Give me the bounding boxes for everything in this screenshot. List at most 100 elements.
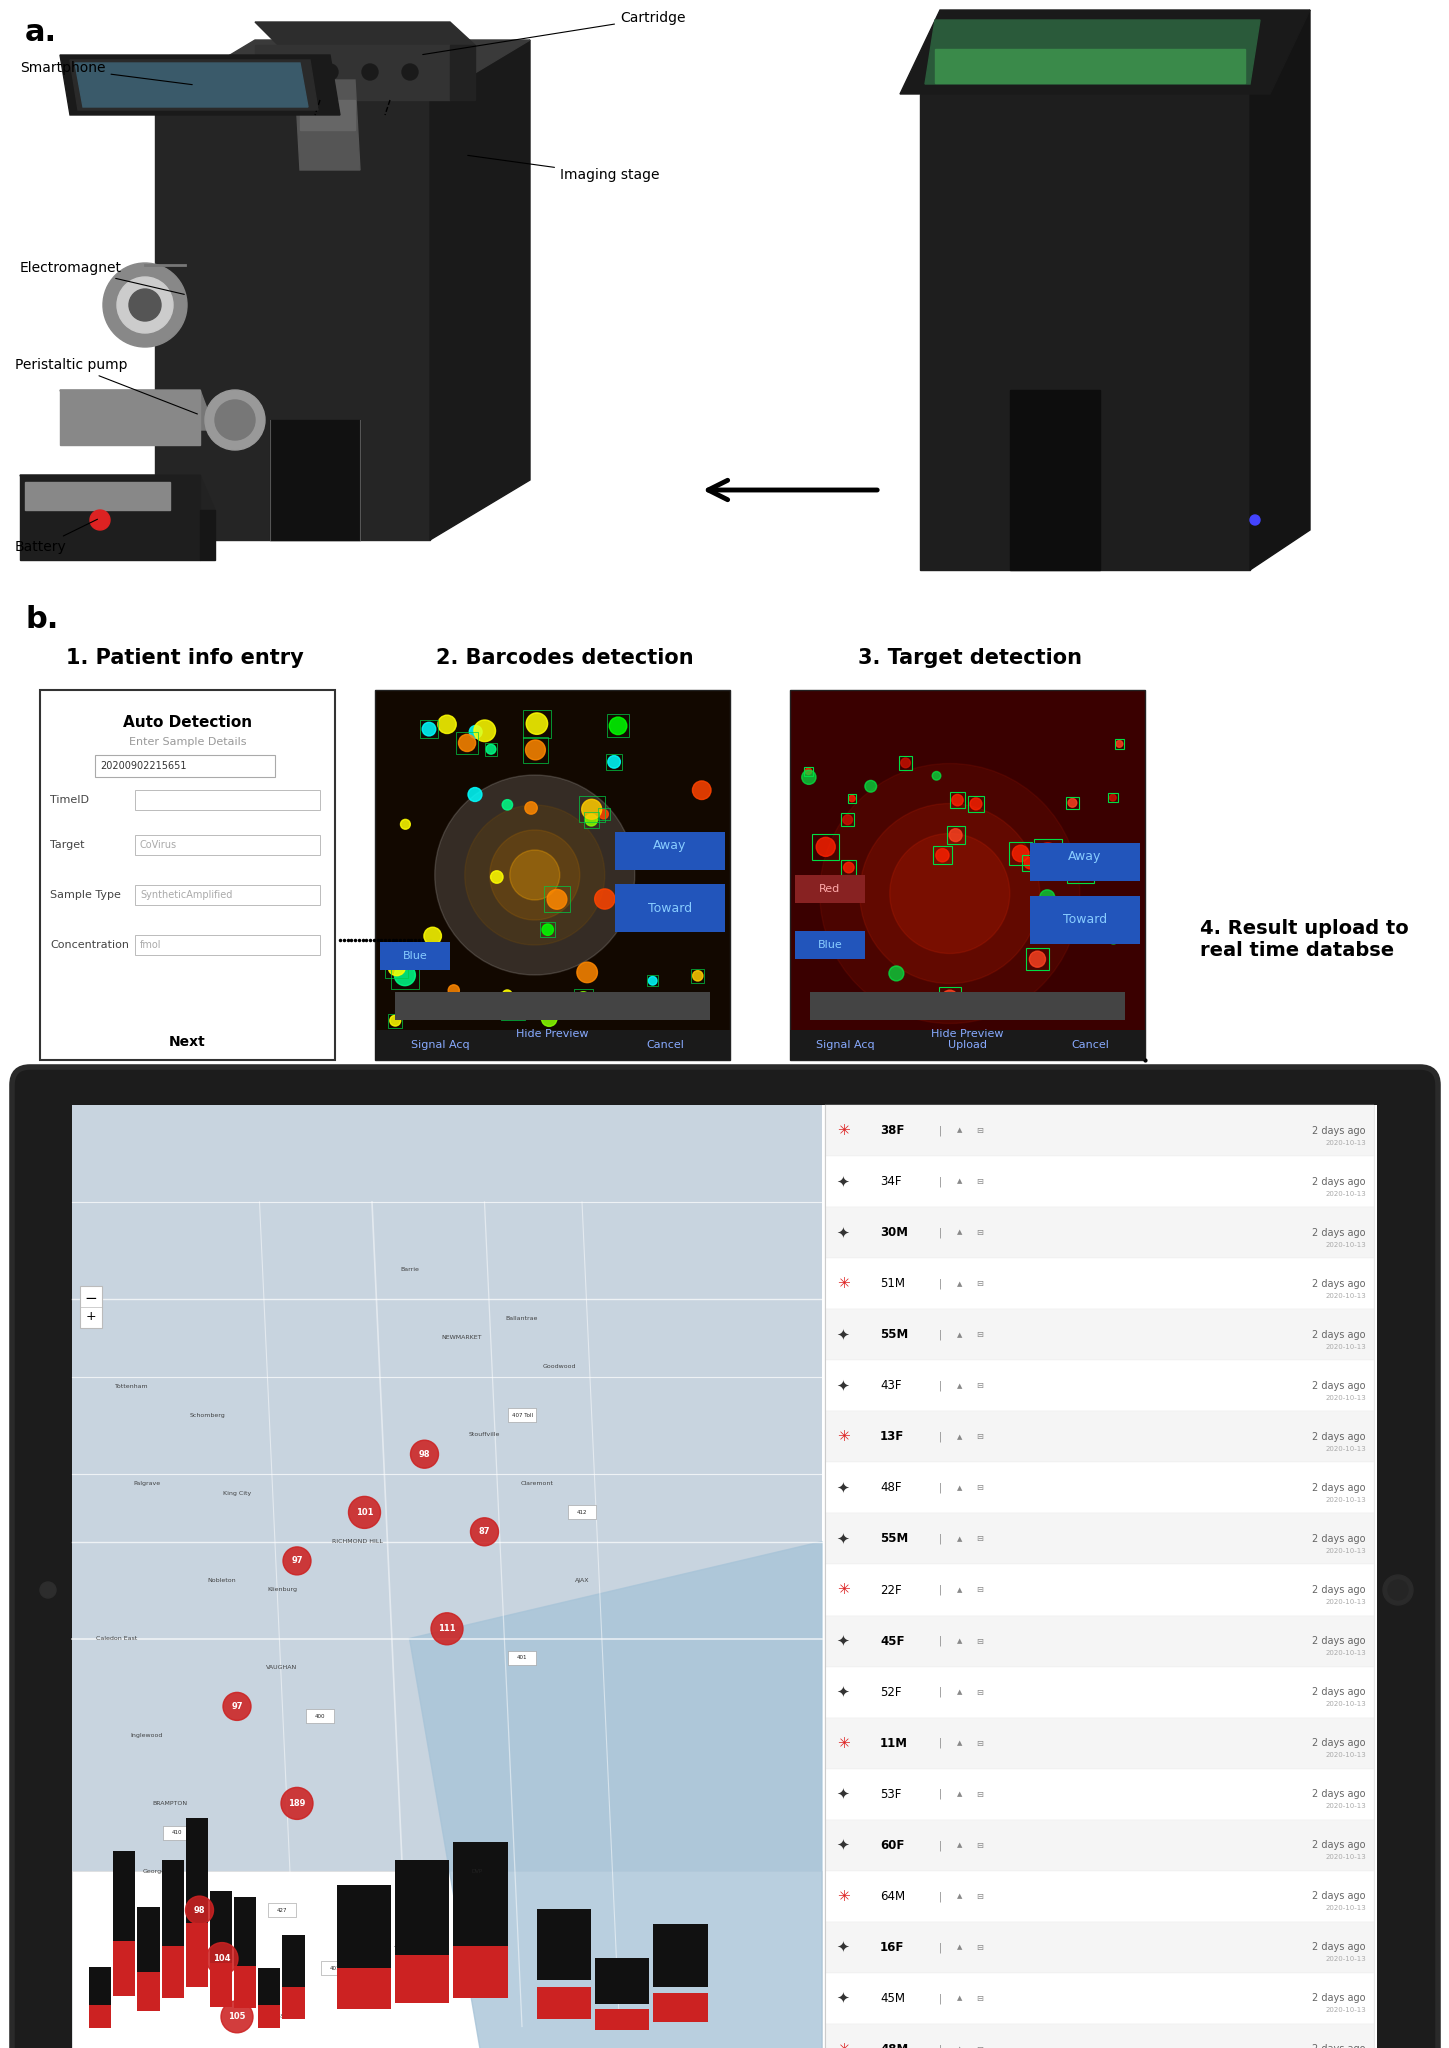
Bar [233,1966,256,2009]
Bar [394,1956,449,2003]
Text: ▲: ▲ [958,1587,962,1593]
Bar [509,1651,536,1665]
Text: BRAMPTON: BRAMPTON [152,1800,187,1806]
Bar [80,1286,101,1327]
Text: ▲: ▲ [958,1741,962,1747]
Circle shape [1116,741,1123,748]
Text: Sample Type: Sample Type [51,891,120,899]
Text: ✳: ✳ [836,1735,849,1751]
Circle shape [594,889,614,909]
Text: 2020-10-13: 2020-10-13 [1326,1446,1366,1452]
Text: 2020-10-13: 2020-10-13 [1326,1292,1366,1298]
Text: ⊟: ⊟ [977,1483,984,1493]
Bar [135,791,320,811]
Bar [898,756,913,770]
Circle shape [438,715,456,733]
Text: Cancel: Cancel [646,1040,684,1051]
Text: 104: 104 [213,1954,230,1964]
Text: 407 Toll: 407 Toll [511,1413,532,1417]
Bar [320,1962,349,1976]
Circle shape [542,924,554,936]
Text: 11M: 11M [880,1737,909,1749]
Bar [1066,856,1094,883]
Circle shape [1108,934,1119,944]
Circle shape [503,989,511,999]
Text: 2 days ago: 2 days ago [1313,1178,1366,1186]
Bar [88,2005,112,2028]
Circle shape [400,819,410,829]
Circle shape [504,999,522,1018]
Bar [88,1966,112,2009]
Text: 2 days ago: 2 days ago [1313,1380,1366,1391]
Bar [796,930,865,958]
Text: 2020-10-13: 2020-10-13 [1326,1139,1366,1145]
Circle shape [582,997,590,1006]
Text: Concentration: Concentration [51,940,129,950]
Text: 60F: 60F [880,1839,904,1851]
Text: ▲: ▲ [958,1690,962,1696]
Text: ⊟: ⊟ [977,1331,984,1339]
Bar [464,1864,491,1878]
Circle shape [843,862,853,872]
Circle shape [969,799,982,809]
Text: 2 days ago: 2 days ago [1313,1329,1366,1339]
Circle shape [1037,842,1058,862]
Bar [1022,854,1037,870]
Bar [258,2005,280,2028]
Circle shape [806,768,811,774]
Text: Goodwood: Goodwood [543,1364,577,1370]
Bar [824,1667,1374,1718]
Text: |: | [939,1890,942,1901]
Bar [1030,842,1140,881]
Text: 2 days ago: 2 days ago [1313,1534,1366,1544]
Circle shape [322,63,338,80]
Polygon shape [155,41,530,100]
Text: Schomberg: Schomberg [190,1413,225,1417]
Text: ✦: ✦ [836,1634,849,1649]
Text: 101: 101 [356,1507,374,1518]
Bar [653,1993,707,2021]
Circle shape [410,1440,439,1468]
Text: 52F: 52F [880,1686,901,1698]
Bar [939,987,961,1010]
Text: |: | [939,1993,942,2003]
Text: ⊟: ⊟ [977,1790,984,1798]
Text: 2 days ago: 2 days ago [1313,1790,1366,1800]
Bar [824,1513,1374,1565]
Circle shape [362,63,378,80]
Bar [933,846,952,864]
Bar [1108,793,1117,803]
Text: |: | [939,1483,942,1493]
Text: |: | [939,1688,942,1698]
Text: ✳: ✳ [836,1888,849,1905]
Circle shape [425,928,442,944]
Text: Barrie: Barrie [400,1268,419,1272]
Text: 45F: 45F [880,1634,904,1647]
Text: 2 days ago: 2 days ago [1313,1483,1366,1493]
Bar [161,1946,184,1999]
Text: ⊟: ⊟ [977,1892,984,1901]
Circle shape [474,721,496,741]
Text: 401: 401 [329,1966,339,1970]
Polygon shape [430,41,530,541]
Text: Upload: Upload [948,1040,987,1051]
Bar [648,975,658,987]
Bar [536,1987,591,2019]
Bar [113,1851,135,1950]
Circle shape [942,989,958,1006]
Bar [1098,899,1110,911]
Circle shape [1110,795,1116,801]
Text: |: | [939,1839,942,1851]
Text: ⊟: ⊟ [977,1126,984,1135]
Polygon shape [920,94,1250,569]
Circle shape [577,963,597,983]
Circle shape [349,1497,381,1528]
Bar [813,834,839,860]
Bar [824,1616,1374,1667]
Text: 2 days ago: 2 days ago [1313,1688,1366,1698]
Bar [824,1106,1374,1155]
Text: 410: 410 [172,1831,183,1835]
Text: 2020-10-13: 2020-10-13 [1326,1702,1366,1708]
Text: ▲: ▲ [958,1178,962,1184]
Circle shape [422,723,436,735]
